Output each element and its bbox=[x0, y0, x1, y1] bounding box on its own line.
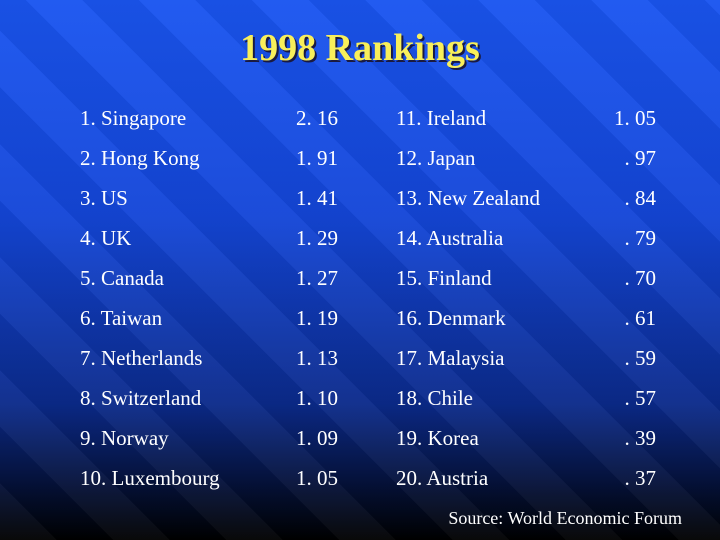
country-name: 10. Luxembourg bbox=[80, 466, 220, 490]
slide-title: 1998 Rankings bbox=[240, 27, 480, 69]
ranking-score: 1. 05 bbox=[614, 106, 656, 130]
country-name: 16. Denmark bbox=[396, 306, 506, 330]
ranking-score: . 57 bbox=[624, 386, 657, 410]
country-name: 2. Hong Kong bbox=[80, 146, 200, 170]
country-name: 14. Australia bbox=[396, 226, 504, 250]
country-name: 19. Korea bbox=[396, 426, 479, 450]
source-note: Source: World Economic Forum bbox=[448, 508, 682, 528]
country-name: 20. Austria bbox=[396, 466, 489, 490]
ranking-row: 2. Hong Kong 1. 91 12. Japan . 97 bbox=[0, 140, 720, 180]
ranking-score: . 39 bbox=[624, 426, 657, 450]
country-name: 18. Chile bbox=[396, 386, 473, 410]
country-name: 6. Taiwan bbox=[80, 306, 163, 330]
country-name: 12. Japan bbox=[396, 146, 476, 170]
ranking-score: . 61 bbox=[624, 306, 657, 330]
ranking-score: . 79 bbox=[624, 226, 657, 250]
country-name: 4. UK bbox=[80, 226, 132, 250]
country-name: 11. Ireland bbox=[396, 106, 487, 130]
ranking-row: 7. Netherlands 1. 13 17. Malaysia . 59 bbox=[0, 340, 720, 380]
country-name: 7. Netherlands bbox=[80, 346, 203, 370]
ranking-row: 10. Luxembourg 1. 05 20. Austria . 37 bbox=[0, 460, 720, 500]
country-name: 3. US bbox=[80, 186, 128, 210]
country-name: 17. Malaysia bbox=[396, 346, 505, 370]
country-name: 1. Singapore bbox=[80, 106, 187, 130]
country-name: 9. Norway bbox=[80, 426, 169, 450]
ranking-row: 6. Taiwan 1. 19 16. Denmark . 61 bbox=[0, 300, 720, 340]
ranking-row: 4. UK 1. 29 14. Australia . 79 bbox=[0, 220, 720, 260]
ranking-score: 1. 91 bbox=[296, 146, 338, 170]
ranking-score: 1. 09 bbox=[296, 426, 338, 450]
country-name: 15. Finland bbox=[396, 266, 492, 290]
country-name: 8. Switzerland bbox=[80, 386, 202, 410]
country-name: 5. Canada bbox=[80, 266, 164, 290]
ranking-score: 1. 19 bbox=[296, 306, 338, 330]
ranking-row: 3. US 1. 41 13. New Zealand . 84 bbox=[0, 180, 720, 220]
ranking-score: 1. 27 bbox=[296, 266, 338, 290]
ranking-row: 9. Norway 1. 09 19. Korea . 39 bbox=[0, 420, 720, 460]
ranking-score: 1. 10 bbox=[296, 386, 338, 410]
ranking-score: 1. 41 bbox=[296, 186, 338, 210]
ranking-row: 5. Canada 1. 27 15. Finland . 70 bbox=[0, 260, 720, 300]
country-name: 13. New Zealand bbox=[396, 186, 541, 210]
ranking-row: 1. Singapore 2. 16 11. Ireland 1. 05 bbox=[0, 100, 720, 140]
rankings-table: 1. Singapore 2. 16 11. Ireland 1. 05 2. Hong… bbox=[0, 100, 720, 500]
ranking-row: 8. Switzerland 1. 10 18. Chile . 57 bbox=[0, 380, 720, 420]
ranking-score: 2. 16 bbox=[296, 106, 338, 130]
ranking-score: 1. 13 bbox=[296, 346, 338, 370]
ranking-score: . 84 bbox=[624, 186, 657, 210]
ranking-score: 1. 05 bbox=[296, 466, 338, 490]
ranking-score: . 97 bbox=[624, 146, 657, 170]
ranking-score: . 37 bbox=[624, 466, 657, 490]
ranking-score: . 70 bbox=[624, 266, 657, 290]
ranking-score: 1. 29 bbox=[296, 226, 338, 250]
ranking-score: . 59 bbox=[624, 346, 657, 370]
